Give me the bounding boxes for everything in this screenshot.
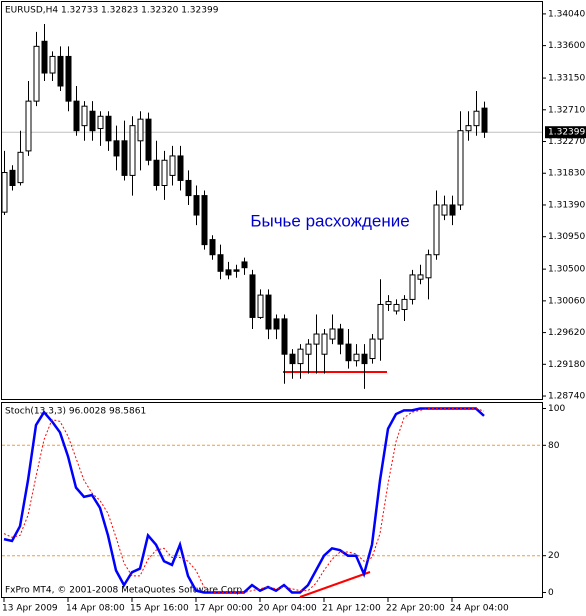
candle-body (273, 318, 280, 330)
candle-body (49, 55, 56, 74)
y-tick-label: 20 (548, 551, 560, 561)
candle-body (25, 100, 32, 152)
y-tick-label: 1.29180 (548, 360, 585, 370)
candle-body (345, 343, 352, 362)
candle-body (73, 100, 80, 132)
candle-body (401, 298, 408, 311)
candle-body (201, 195, 208, 246)
stoch-panel-frame (1, 402, 543, 598)
x-tick-label: 13 Apr 2009 (2, 604, 58, 614)
y-tick-label: 1.30500 (548, 265, 585, 275)
candle-body (409, 274, 416, 300)
y-tick-label: 0 (548, 588, 554, 598)
candle-body (185, 179, 192, 197)
candle-body (169, 155, 176, 176)
copyright: FxPro MT4, © 2001-2008 MetaQuotes Softwa… (5, 586, 245, 596)
candle-body (225, 269, 232, 276)
y-tick-label: 1.33150 (548, 74, 585, 84)
candle-body (385, 301, 392, 305)
candle-body (177, 155, 184, 181)
candle-body (65, 55, 72, 102)
candle-body (465, 125, 472, 132)
candle-body (297, 348, 304, 365)
candle-body (121, 140, 128, 176)
candle-body (89, 110, 96, 132)
candle-body (1, 172, 8, 213)
candle-body (265, 294, 272, 330)
candle-body (249, 274, 256, 318)
candle-body (305, 343, 312, 355)
candle-body (353, 353, 360, 362)
annotation: Бычье расхождение (250, 211, 409, 230)
candle-body (241, 261, 248, 269)
x-tick-label: 21 Apr 12:00 (322, 604, 381, 614)
candle-body (33, 45, 40, 102)
y-tick-label: 1.28740 (548, 392, 585, 402)
candle-body (145, 118, 152, 161)
y-tick-label: 1.30060 (548, 296, 585, 306)
candle-body (97, 115, 104, 130)
y-tick-label: 1.32710 (548, 105, 585, 115)
x-tick-label: 20 Apr 04:00 (258, 604, 317, 614)
candle-body (481, 107, 488, 133)
candle-body (449, 204, 456, 216)
candle-body (217, 254, 224, 272)
candle-body (81, 105, 88, 127)
candle-body (17, 151, 24, 184)
candle-body (281, 318, 288, 355)
trendline (299, 571, 371, 598)
candle-body (473, 110, 480, 127)
candle-body (337, 328, 344, 345)
y-tick-label: 1.33600 (548, 41, 585, 51)
candle-body (457, 130, 464, 206)
x-tick-label: 15 Apr 16:00 (130, 604, 189, 614)
y-tick-label: 1.30950 (548, 232, 585, 242)
indicator-title: Stoch(13,3,3) 96.0028 98.5861 (5, 407, 146, 417)
x-tick-label: 24 Apr 04:00 (450, 604, 509, 614)
candle-body (393, 303, 400, 312)
candle-body (153, 159, 160, 186)
candle-body (425, 254, 432, 279)
x-tick-label: 22 Apr 20:00 (386, 604, 445, 614)
y-tick-label: 80 (548, 441, 560, 451)
candle-body (41, 40, 48, 74)
y-tick-label: 1.34040 (548, 9, 585, 19)
candle-body (193, 195, 200, 216)
candle-body (441, 204, 448, 216)
candle-body (257, 294, 264, 318)
y-tick-label: 1.31830 (548, 169, 585, 179)
candle-body (433, 204, 440, 256)
x-tick-label: 14 Apr 08:00 (66, 604, 125, 614)
candle-body (361, 353, 368, 365)
y-tick-label: 1.32270 (548, 137, 585, 147)
candle-body (137, 118, 144, 142)
series-line (3, 408, 485, 593)
candle-body (57, 55, 64, 87)
chart-title: EURUSD,H4 1.32733 1.32823 1.32320 1.3239… (5, 6, 219, 16)
y-tick-label: 1.29620 (548, 328, 585, 338)
price-label: 1.32399 (548, 128, 585, 138)
candle-body (369, 338, 376, 360)
candle-body (105, 115, 112, 142)
series-line (3, 407, 485, 594)
candle-body (417, 274, 424, 280)
x-tick-label: 17 Apr 00:00 (194, 604, 253, 614)
candle-body (313, 333, 320, 345)
y-tick-label: 1.31390 (548, 200, 585, 210)
candle-body (233, 269, 240, 272)
candle-body (377, 303, 384, 340)
candle-body (329, 328, 336, 340)
y-tick-label: 100 (548, 404, 565, 414)
candle-body (161, 159, 168, 186)
candle-body (321, 333, 328, 355)
candle-body (209, 239, 216, 256)
price-label-box (545, 126, 586, 139)
candle-body (289, 353, 296, 365)
candle-body (113, 140, 120, 157)
candle-body (129, 125, 136, 176)
candle-body (9, 169, 16, 186)
